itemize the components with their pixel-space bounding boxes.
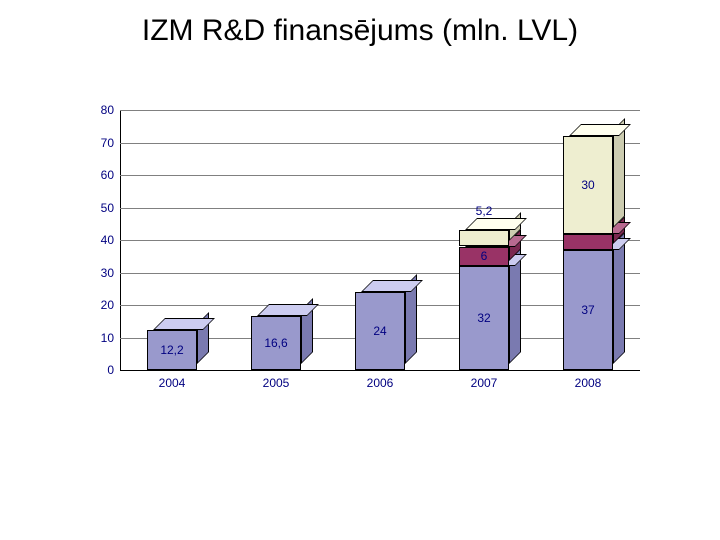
value-label: 30 <box>581 178 594 192</box>
y-tick-label: 20 <box>75 298 120 312</box>
x-tick-label: 2007 <box>471 376 498 390</box>
value-label: 16,6 <box>264 336 287 350</box>
page-title: IZM R&D finansējums (mln. LVL) <box>0 14 720 48</box>
plot-area: 12,216,6243265,237530 <box>120 110 640 370</box>
y-tick-label: 80 <box>75 103 120 117</box>
value-label: 24 <box>373 324 386 338</box>
bar-segment <box>563 234 613 250</box>
y-tick-label: 30 <box>75 266 120 280</box>
y-tick-label: 0 <box>75 363 120 377</box>
x-tick-label: 2008 <box>575 376 602 390</box>
y-tick-label: 60 <box>75 168 120 182</box>
value-label: 32 <box>477 311 490 325</box>
x-axis <box>120 370 640 371</box>
value-label: 6 <box>481 249 488 263</box>
y-tick-label: 40 <box>75 233 120 247</box>
y-tick-label: 10 <box>75 331 120 345</box>
y-tick-label: 70 <box>75 136 120 150</box>
x-tick-label: 2005 <box>263 376 290 390</box>
bar-segment <box>459 230 509 247</box>
value-label: 5,2 <box>476 204 493 218</box>
value-label: 37 <box>581 303 594 317</box>
x-tick-label: 2006 <box>367 376 394 390</box>
y-tick-label: 50 <box>75 201 120 215</box>
x-tick-label: 2004 <box>159 376 186 390</box>
value-label: 12,2 <box>160 343 183 357</box>
bar-chart: 01020304050607080 12,216,6243265,237530 … <box>75 100 655 400</box>
